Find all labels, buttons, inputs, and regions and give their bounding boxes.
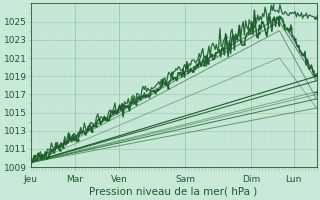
X-axis label: Pression niveau de la mer( hPa ): Pression niveau de la mer( hPa ) [90,187,258,197]
